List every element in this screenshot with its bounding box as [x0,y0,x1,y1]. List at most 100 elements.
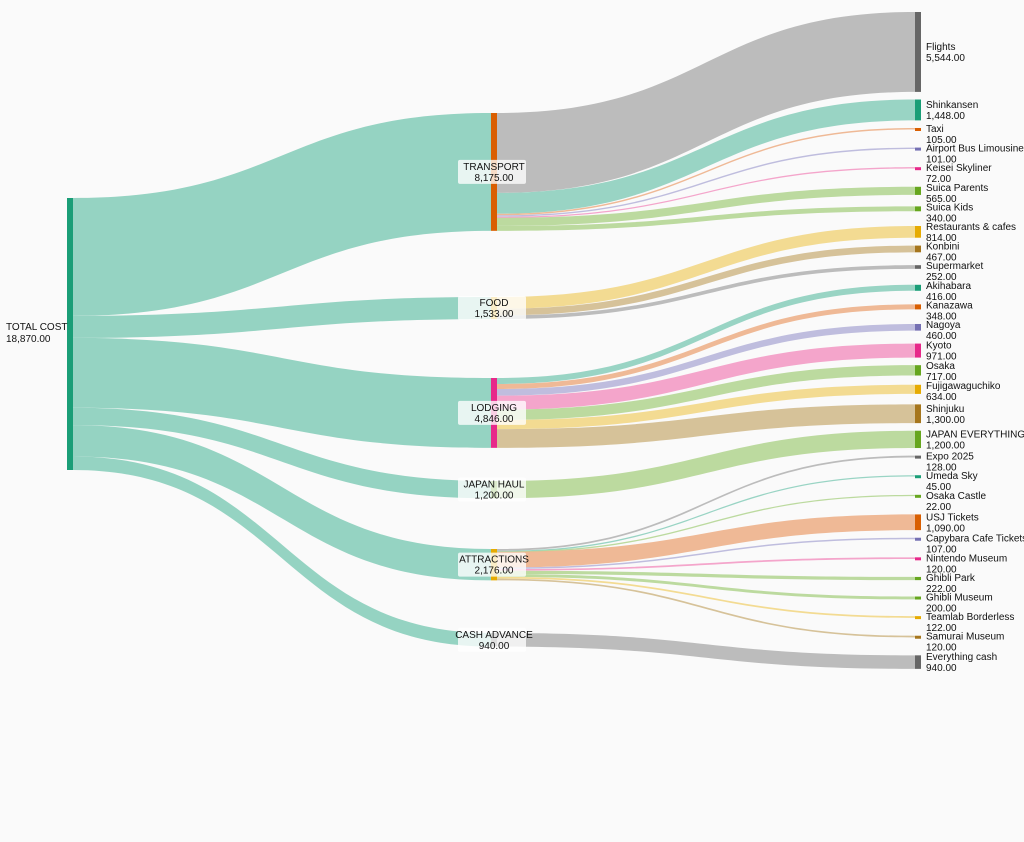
label-attractions: ATTRACTIONS [459,555,529,566]
value-cash-advance: 940.00 [479,641,510,652]
value-restaurants-cafes: 814.00 [926,233,957,244]
link-total-to-transport [73,113,491,316]
node-airport-bus-limousine [915,147,921,151]
link-total-to-food [73,297,491,338]
label-lodging: LODGING [471,403,517,414]
node-total-cost [67,198,73,470]
label-bg-lodging [458,400,526,425]
node-restaurants-cafes [915,225,921,238]
value-japan-haul: 1,200.00 [475,491,514,502]
label-bg-cash-advance [458,627,526,652]
label-capybara-cafe-tickets: Capybara Cafe Tickets [926,534,1024,545]
link-attractions-to-nintendo-museum [497,557,915,571]
label-supermarket: Supermarket [926,261,983,272]
link-attractions-to-capybara-cafe-tickets [497,537,915,570]
value-teamlab-borderless: 122.00 [926,623,957,634]
label-japan-haul: JAPAN HAUL [464,480,525,491]
link-transport-to-airport-bus-limousine [497,147,915,217]
link-transport-to-flights [497,12,915,193]
link-attractions-to-umeda-sky [497,475,915,553]
label-everything-cash: Everything cash [926,652,997,663]
value-food: 1,533.00 [475,309,514,320]
label-osaka: Osaka [926,361,955,372]
value-shinjuku: 1,300.00 [926,415,965,426]
label-akihabara: Akihabara [926,281,971,292]
label-japan-everything: JAPAN EVERYTHING [926,429,1024,440]
value-suica-kids: 340.00 [926,213,957,224]
link-total-to-cash-advance [73,456,491,647]
link-attractions-to-samurai-museum [497,578,915,638]
label-bg-food [458,296,526,321]
link-attractions-to-expo-2025 [497,455,915,551]
value-expo-2025: 128.00 [926,463,957,474]
node-taxi [915,127,921,131]
node-keisei-skyliner [915,167,921,171]
link-food-to-konbini [497,245,915,316]
node-ghibli-park [915,576,921,581]
label-usj-tickets: USJ Tickets [926,512,979,523]
label-kyoto: Kyoto [926,341,952,352]
node-usj-tickets [915,514,921,531]
label-ghibli-park: Ghibli Park [926,573,976,584]
link-transport-to-shinkansen [497,99,915,214]
value-everything-cash: 940.00 [926,663,957,674]
label-shinkansen: Shinkansen [926,100,978,111]
label-nintendo-museum: Nintendo Museum [926,553,1007,564]
node-ghibli-museum [915,596,921,600]
node-suica-parents [915,186,921,195]
value-konbini: 467.00 [926,253,957,264]
node-shinjuku [915,404,921,424]
link-lodging-to-kanazawa [497,304,915,390]
value-fujigawaguchiko: 634.00 [926,392,957,403]
label-taxi: Taxi [926,124,944,135]
node-kanazawa [915,304,921,310]
node-kyoto [915,343,921,358]
link-transport-to-taxi [497,127,915,216]
node-fujigawaguchiko [915,384,921,394]
label-ghibli-museum: Ghibli Museum [926,593,993,604]
node-nintendo-museum [915,557,921,561]
label-fujigawaguchiko: Fujigawaguchiko [926,381,1001,392]
label-suica-kids: Suica Kids [926,202,973,213]
label-kanazawa: Kanazawa [926,300,973,311]
link-attractions-to-ghibli-park [497,570,915,581]
link-attractions-to-ghibli-museum [497,573,915,600]
label-bg-japan-haul [458,477,526,502]
value-osaka: 717.00 [926,372,957,383]
label-suica-parents: Suica Parents [926,183,988,194]
node-supermarket [915,265,921,269]
value-capybara-cafe-tickets: 107.00 [926,545,957,556]
node-shinkansen [915,99,921,121]
link-total-to-japan-haul [73,407,491,499]
label-flights: Flights [926,42,955,53]
link-cash-advance-to-everything-cash [497,633,915,669]
node-capybara-cafe-tickets [915,537,921,541]
value-umeda-sky: 45.00 [926,482,951,493]
node-suica-kids [915,206,921,212]
node-nagoya [915,323,921,331]
link-transport-to-suica-parents [497,186,915,226]
link-attractions-to-teamlab-borderless [497,576,915,618]
value-kyoto: 971.00 [926,352,957,363]
value-usj-tickets: 1,090.00 [926,523,965,534]
value-osaka-castle: 22.00 [926,502,951,513]
link-food-to-supermarket [497,265,915,320]
node-everything-cash [915,655,921,669]
link-lodging-to-nagoya [497,323,915,396]
link-total-to-lodging [73,337,491,448]
value-shinkansen: 1,448.00 [926,111,965,122]
node-osaka-castle [915,494,921,498]
link-lodging-to-kyoto [497,343,915,410]
node-teamlab-borderless [915,616,921,620]
node-konbini [915,245,921,253]
node-flights [915,12,921,92]
link-transport-to-keisei-skyliner [497,167,915,219]
label-konbini: Konbini [926,242,959,253]
value-nagoya: 460.00 [926,331,957,342]
label-teamlab-borderless: Teamlab Borderless [926,612,1014,623]
label-expo-2025: Expo 2025 [926,452,974,463]
value-transport: 8,175.00 [475,173,514,184]
value-lodging: 4,846.00 [475,414,514,425]
